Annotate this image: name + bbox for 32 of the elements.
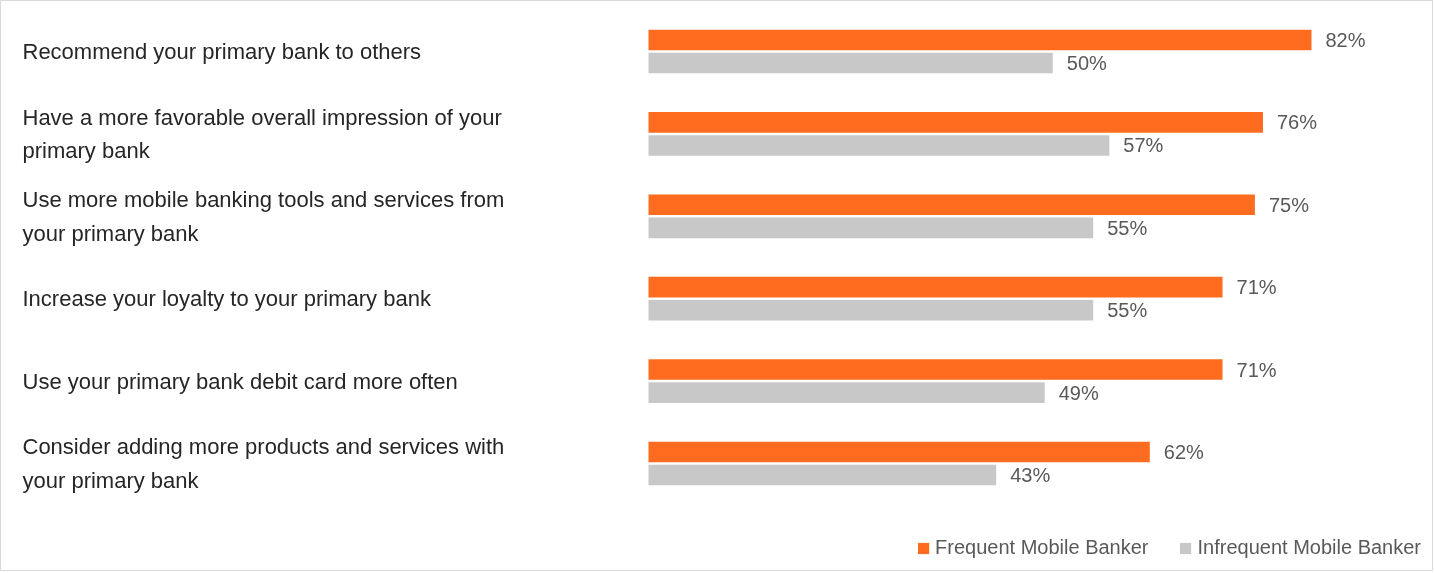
data-label: 49% <box>1058 381 1099 404</box>
y-tick-label: Increase your loyalty to your primary bank <box>22 286 432 312</box>
y-tick-label: Consider adding more products and services with your primary bank <box>22 434 505 493</box>
data-label: 55% <box>1107 216 1148 239</box>
data-label: 43% <box>1010 464 1051 487</box>
y-tick-label: Use more mobile banking tools and services from your primary bank <box>22 186 505 246</box>
bar <box>648 112 1263 133</box>
data-label: 71% <box>1236 358 1277 381</box>
bar <box>648 382 1045 403</box>
data-label: 76% <box>1276 111 1318 134</box>
data-label: 50% <box>1066 52 1108 75</box>
data-label: 57% <box>1123 134 1164 157</box>
data-label: 71% <box>1236 276 1277 299</box>
bar <box>648 276 1223 298</box>
data-label: 62% <box>1163 440 1205 463</box>
y-tick-label: Recommend your primary bank to others <box>22 39 422 64</box>
bar <box>648 29 1312 51</box>
bar <box>648 359 1223 380</box>
bar <box>648 194 1255 216</box>
bar <box>648 52 1053 74</box>
y-tick-label: Use your primary bank debit card more often <box>22 368 458 394</box>
y-tick-label: Have a more favorable overall impression of your primary bank <box>22 104 502 164</box>
data-label: 55% <box>1107 299 1148 322</box>
bar <box>648 135 1110 156</box>
data-label: 82% <box>1325 28 1366 51</box>
bar <box>648 299 1094 321</box>
bar <box>648 441 1150 463</box>
bar <box>648 217 1094 239</box>
bar <box>648 464 997 486</box>
legend-label: Infrequent Mobile Banker <box>1197 536 1421 559</box>
legend-label: Frequent Mobile Banker <box>935 536 1149 559</box>
data-label: 75% <box>1268 193 1310 216</box>
